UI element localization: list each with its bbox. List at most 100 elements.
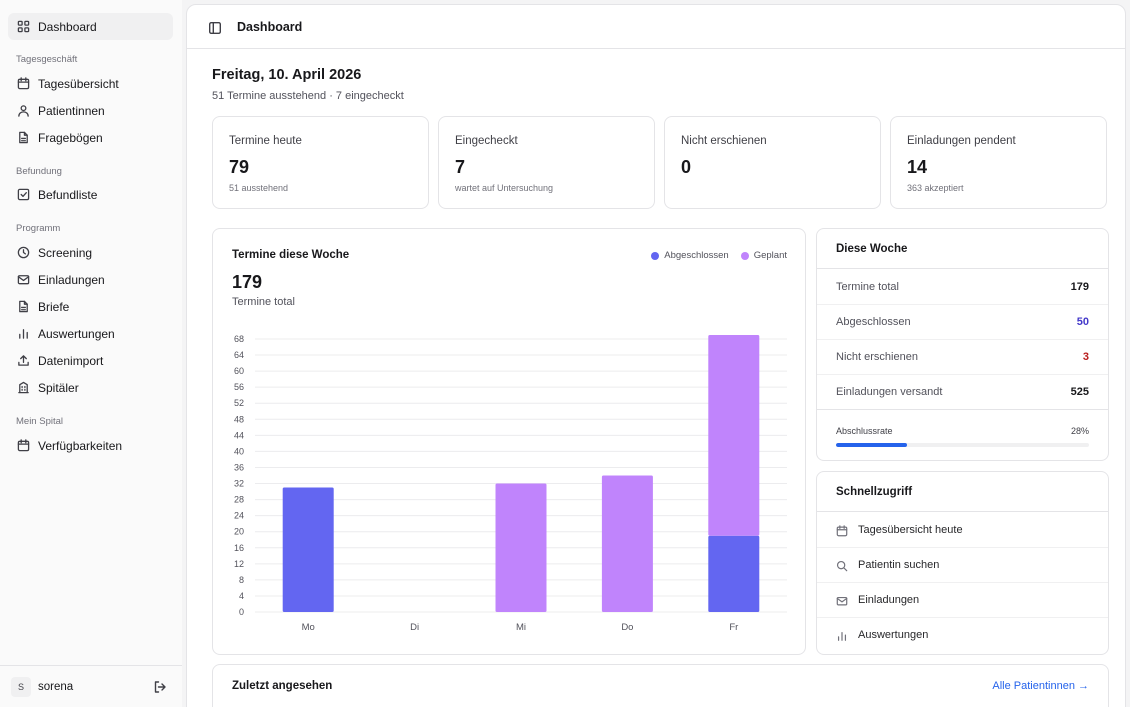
week-row-abgeschlossen: Abgeschlossen 50 — [817, 305, 1108, 340]
sidebar-item-label: Patientinnen — [38, 103, 105, 118]
search-icon — [836, 559, 848, 572]
y-tick-label: 20 — [234, 527, 244, 537]
sidebar-item-patientinnen[interactable]: Patientinnen — [8, 97, 173, 124]
kpi-subtext: wartet auf Untersuchung — [455, 183, 554, 193]
kpi-label: Nicht erschienen — [681, 135, 767, 147]
checklist-icon — [16, 188, 30, 202]
completion-rate-bar — [836, 443, 1089, 447]
y-tick-label: 32 — [234, 479, 244, 489]
week-row-label: Einladungen versandt — [836, 386, 943, 398]
sidebar-item-dashboard[interactable]: Dashboard — [8, 13, 173, 40]
sidebar-footer: S sorena — [0, 665, 182, 707]
y-tick-label: 0 — [239, 607, 244, 617]
mail-icon — [836, 594, 848, 606]
bar-fr-abgeschlossen[interactable] — [708, 535, 760, 612]
quick-link-patientin-suchen[interactable]: Patientin suchen — [817, 548, 1108, 583]
document-icon — [16, 300, 30, 314]
sidebar-item-label: Tagesübersicht — [38, 76, 119, 91]
sidebar-item-einladungen[interactable]: Einladungen — [8, 266, 173, 293]
all-patients-link[interactable]: Alle Patientinnen → — [992, 680, 1089, 692]
calendar-icon — [16, 77, 30, 91]
sidebar-item-label: Auswertungen — [38, 326, 115, 341]
week-summary-title: Diese Woche — [836, 243, 908, 255]
section-label-tagesgeschaeft: Tagesgeschäft — [16, 54, 78, 65]
y-tick-label: 52 — [234, 398, 244, 408]
sidebar-item-auswertungen[interactable]: Auswertungen — [8, 320, 173, 347]
upload-icon — [16, 354, 30, 368]
completion-rate-label: Abschlussrate — [836, 426, 893, 436]
x-tick-label: Mi — [516, 622, 526, 633]
x-tick-label: Di — [410, 622, 419, 633]
x-tick-label: Mo — [302, 622, 315, 633]
kpi-label: Termine heute — [229, 135, 302, 147]
y-tick-label: 36 — [234, 462, 244, 472]
quick-link-label: Einladungen — [858, 594, 920, 606]
quick-link-label: Patientin suchen — [858, 559, 940, 571]
y-tick-label: 48 — [234, 414, 244, 424]
building-icon — [16, 381, 30, 395]
y-tick-label: 56 — [234, 382, 244, 392]
kpi-einladungen-pendent: Einladungen pendent 14 363 akzeptiert — [890, 116, 1107, 209]
week-row-termine-total: Termine total 179 — [817, 270, 1108, 305]
sidebar-item-label: Befundliste — [38, 187, 98, 202]
sidebar-item-tagesuebersicht[interactable]: Tagesübersicht — [8, 70, 173, 97]
main-panel: Dashboard Freitag, 10. April 2026 51 Ter… — [186, 4, 1126, 707]
kpi-eingecheckt: Eingecheckt 7 wartet auf Untersuchung — [438, 116, 655, 209]
bar-do-geplant[interactable] — [601, 475, 653, 613]
sidebar-item-verfuegbarkeiten[interactable]: Verfügbarkeiten — [8, 432, 173, 459]
page-title: Dashboard — [237, 20, 303, 34]
x-tick-label: Fr — [729, 622, 738, 633]
week-summary-card: Diese Woche Termine total 179 Abgeschlos… — [816, 228, 1109, 461]
kpi-termine-heute: Termine heute 79 51 ausstehend — [212, 116, 429, 209]
week-row-value: 179 — [1070, 281, 1089, 293]
section-label-mein-spital: Mein Spital — [16, 416, 63, 427]
logout-icon[interactable] — [153, 680, 167, 694]
bar-fr-geplant[interactable] — [708, 334, 760, 536]
sidebar-item-spitaeler[interactable]: Spitäler — [8, 374, 173, 401]
sidebar-item-datenimport[interactable]: Datenimport — [8, 347, 173, 374]
sidebar-item-label: Datenimport — [38, 353, 104, 368]
section-label-befundung: Befundung — [16, 166, 62, 177]
clock-icon — [16, 246, 30, 260]
mail-icon — [16, 273, 30, 287]
chart-total-label: Termine total — [232, 296, 295, 308]
kpi-subtext: 363 akzeptiert — [907, 183, 964, 193]
quick-link-auswertungen[interactable]: Auswertungen — [817, 618, 1108, 653]
y-tick-label: 68 — [234, 334, 244, 344]
sidebar-toggle-icon[interactable] — [208, 21, 222, 35]
quick-link-tagesuebersicht[interactable]: Tagesübersicht heute — [817, 513, 1108, 548]
legend-entry-abgeschlossen: Abgeschlossen — [651, 250, 729, 261]
kpi-value: 14 — [907, 157, 928, 177]
sidebar-item-befundliste[interactable]: Befundliste — [8, 181, 173, 208]
sidebar-item-label: Fragebögen — [38, 130, 103, 145]
chart-total: 179 — [232, 272, 263, 292]
sidebar-item-screening[interactable]: Screening — [8, 239, 173, 266]
sidebar-item-label: Screening — [38, 245, 93, 260]
y-tick-label: 16 — [234, 543, 244, 553]
x-tick-label: Do — [621, 622, 633, 633]
bar-mo-abgeschlossen[interactable] — [282, 487, 334, 612]
legend-swatch — [651, 251, 660, 260]
sidebar-item-label: Spitäler — [38, 380, 79, 395]
recently-viewed-title: Zuletzt angesehen — [232, 680, 333, 692]
y-tick-label: 8 — [239, 575, 244, 585]
y-tick-label: 12 — [234, 559, 244, 569]
sidebar-item-frageboegen[interactable]: Fragebögen — [8, 124, 173, 151]
quick-link-einladungen[interactable]: Einladungen — [817, 583, 1108, 618]
chart-card: Termine diese Woche 179 Termine total Ab… — [212, 228, 806, 655]
sidebar-item-label: Briefe — [38, 299, 70, 314]
kpi-nicht-erschienen: Nicht erschienen 0 — [664, 116, 881, 209]
username: sorena — [38, 681, 74, 693]
week-row-label: Nicht erschienen — [836, 351, 918, 363]
quick-access-card: Schnellzugriff Tagesübersicht heute Pati… — [816, 471, 1109, 655]
sidebar-item-briefe[interactable]: Briefe — [8, 293, 173, 320]
kpi-subtext: 51 ausstehend — [229, 183, 289, 193]
completion-rate-value: 28% — [1070, 426, 1089, 436]
calendar-icon — [16, 439, 30, 453]
quick-link-label: Auswertungen — [858, 629, 929, 641]
kpi-value: 0 — [681, 157, 692, 177]
topbar: Dashboard — [187, 5, 1125, 49]
avatar[interactable]: S — [11, 677, 31, 697]
date-subtitle: 51 Termine ausstehend · 7 eingecheckt — [212, 90, 404, 102]
bar-mi-geplant[interactable] — [495, 483, 547, 612]
